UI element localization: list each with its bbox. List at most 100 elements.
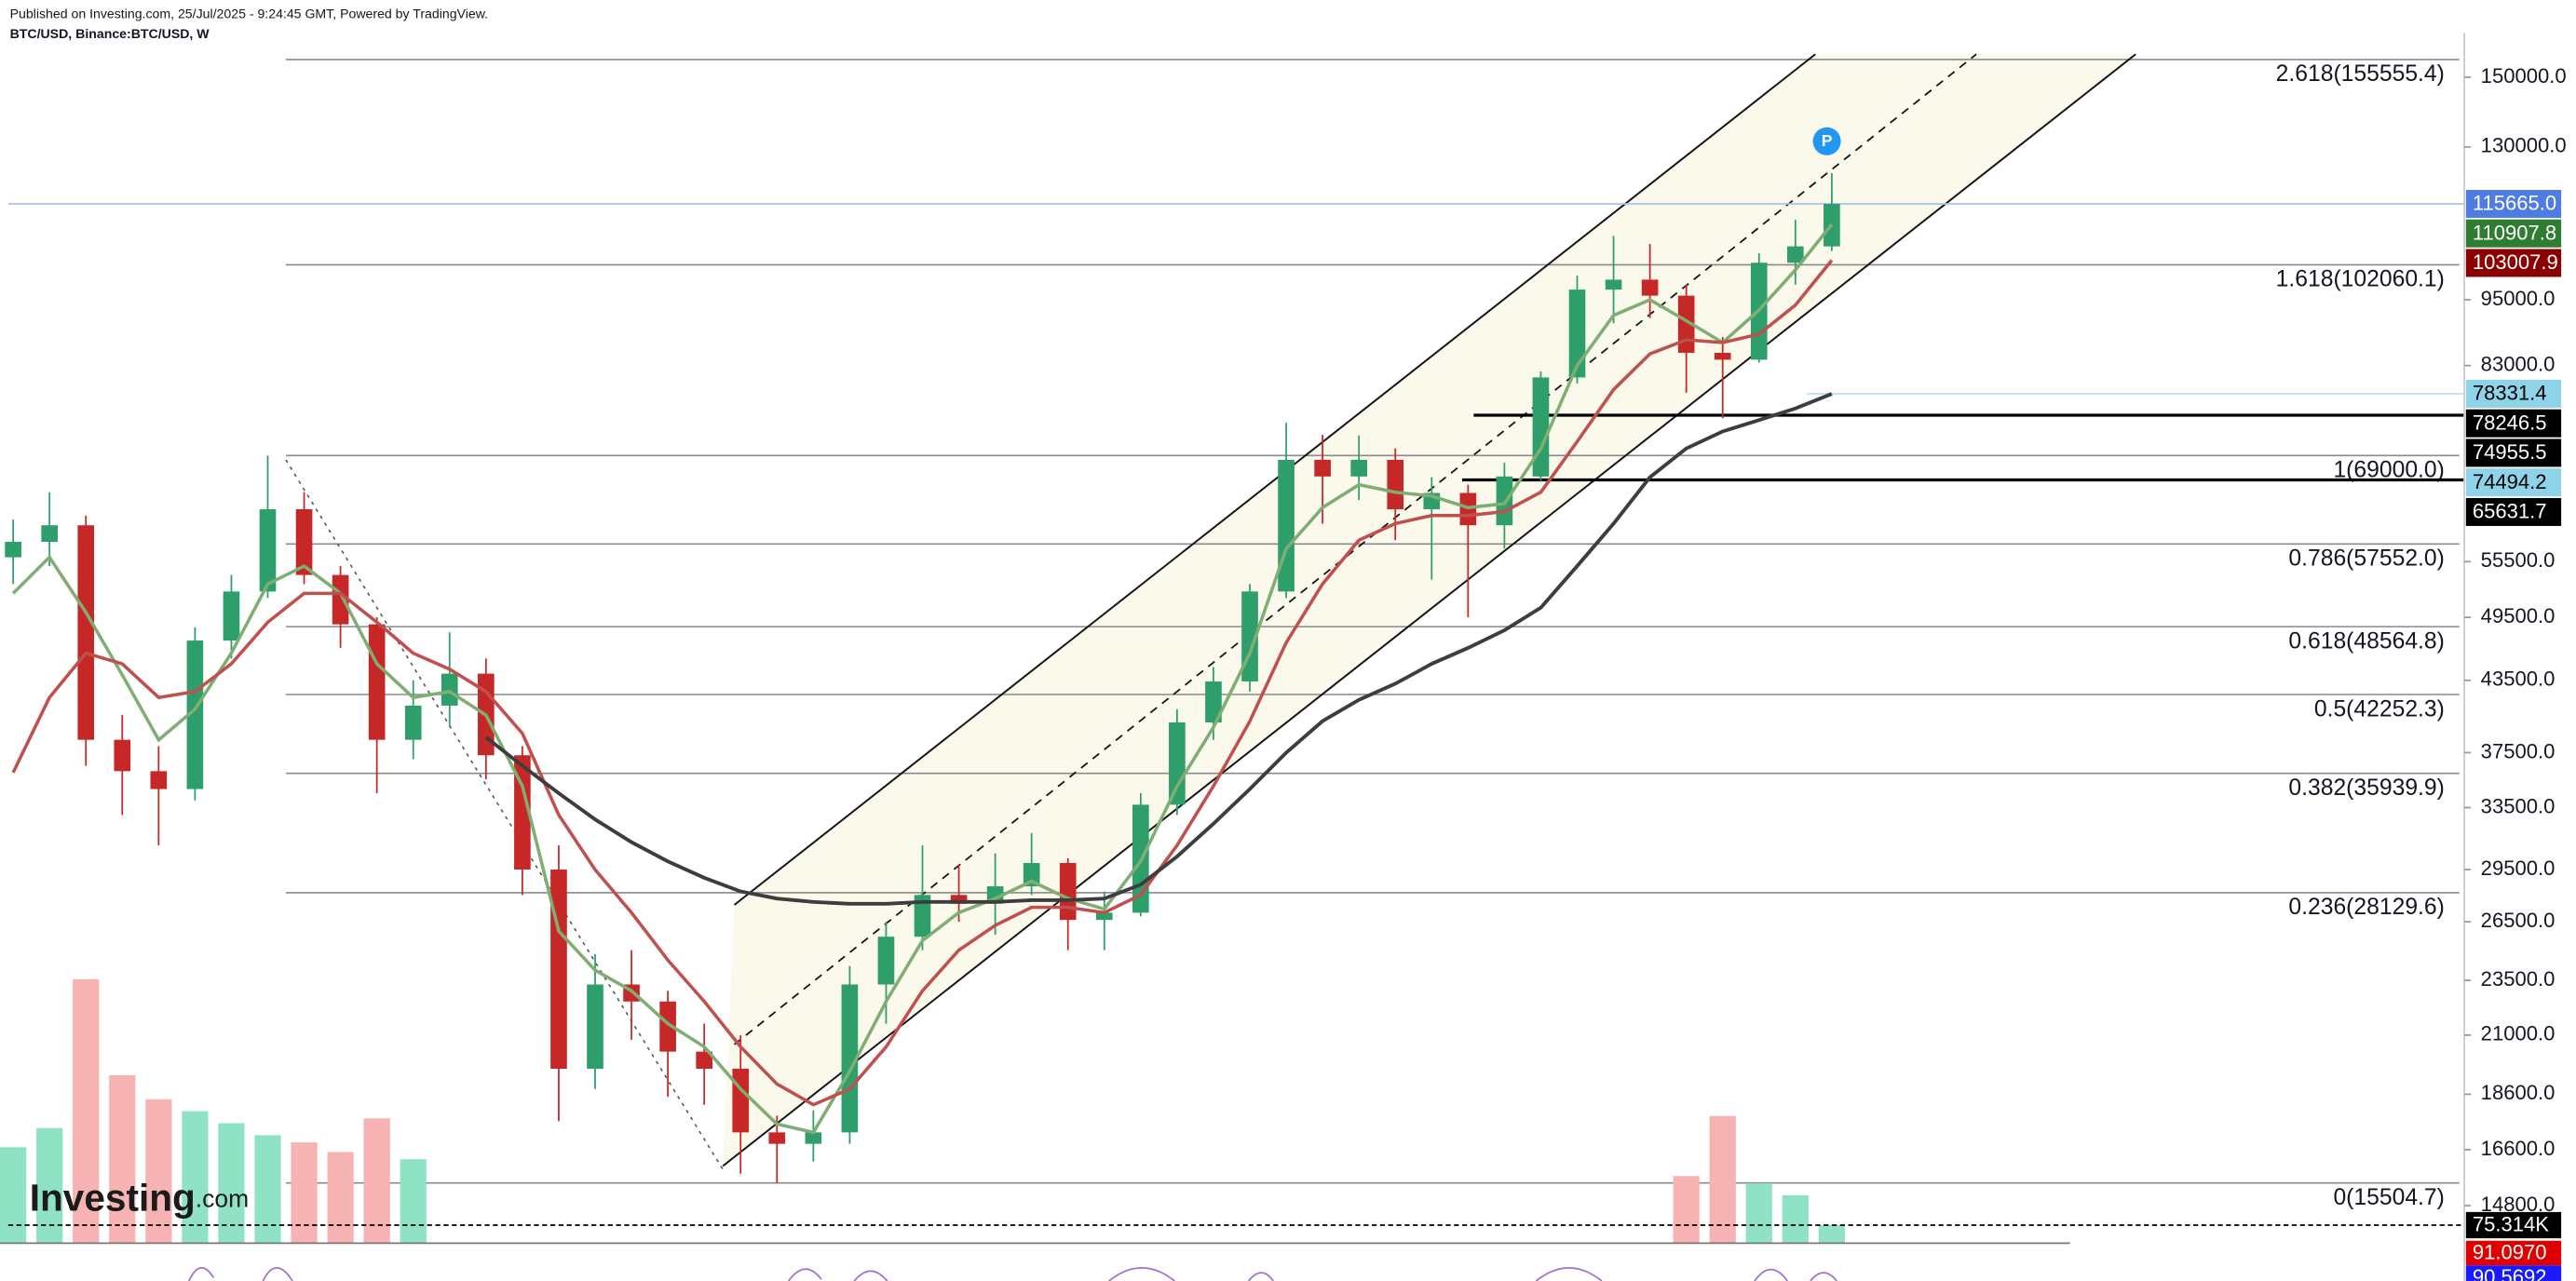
channel-mid [733,53,1977,1045]
volume-bar [36,1127,63,1244]
fib-label: 0.5(42252.3) [2314,696,2445,721]
price-label: 78331.4 [2473,382,2547,405]
volume-label: 75.314K [2473,1213,2549,1236]
price-label-box [2465,249,2562,277]
candle-body [696,1051,712,1069]
candle-body [1350,459,1367,477]
volume-bar [109,1074,136,1244]
price-label: 115665.0 [2473,192,2556,215]
fib-label: 0(15504.7) [2333,1185,2444,1210]
logo-name: Investing [30,1176,196,1219]
logo-suffix: .com [196,1185,249,1213]
volume-bar [327,1152,354,1244]
indicator-squiggle [188,1267,1837,1281]
y-tick-label: 49500.0 [2481,604,2556,627]
y-tick-label: 29500.0 [2481,856,2556,880]
candle-body [1568,290,1586,378]
price-label: 74955.5 [2473,440,2547,464]
candle-body [404,705,422,740]
price-label-box [2465,438,2562,467]
volume-bar [73,978,100,1244]
y-tick-label: 33500.0 [2481,794,2556,817]
volume-bar [182,1111,209,1244]
channel-lower [722,53,2136,1167]
y-tick-label: 21000.0 [2481,1022,2556,1045]
fib-label: 0.786(57552.0) [2288,546,2444,572]
moving-average [11,222,1834,1135]
moving-averages [11,222,1834,1135]
volume-bar [1818,1225,1846,1244]
volume-bar [145,1099,172,1244]
candle-body [1314,459,1331,477]
fib-label: 0.382(35939.9) [2288,775,2444,801]
candle-body [914,895,931,937]
candle-body [1169,721,1186,805]
y-tick-label: 130000.0 [2481,134,2567,157]
fib-label: 0.236(28129.6) [2288,895,2444,920]
price-axis: 150000.0 130000.0 95000.0 83000.0 55500.0 495… [2464,64,2567,1281]
volume-label-box [2465,1211,2562,1239]
logo: Investing.com [30,1176,249,1219]
volume-bar [218,1123,245,1244]
price-label: 74494.2 [2473,470,2547,493]
candle-body [1605,279,1622,290]
y-tick-label: 43500.0 [2481,667,2556,691]
volume-bar [1673,1176,1700,1244]
price-label: 103007.9 [2473,250,2558,274]
channel-upper [733,53,1816,906]
volume-bar [1709,1115,1736,1244]
candle-body [1205,681,1222,722]
volume-bar [1745,1182,1772,1244]
y-tick-label: 150000.0 [2481,64,2567,88]
volume-bar [291,1142,318,1244]
volume [0,978,2465,1244]
published-note: Published on Investing.com, 25/Jul/2025 … [10,7,488,21]
price-label-box [2465,497,2562,526]
candle-body [150,771,168,789]
y-tick-label: 55500.0 [2481,548,2556,572]
candle-body [1641,279,1659,296]
fib-label: 2.618(155555.4) [2276,61,2445,87]
candle-body [77,525,95,740]
y-tick-label: 18600.0 [2481,1081,2556,1104]
price-label-box [2465,189,2562,218]
indicator-label-box [2465,1240,2562,1266]
candle-body [732,1068,750,1133]
price-lines [7,203,2465,482]
candle-body [1787,246,1804,263]
candle-body [950,895,968,904]
candle-body [1278,459,1295,592]
candle-body [259,509,277,592]
fib-label: 0.618(48564.8) [2288,628,2444,654]
candle-body [1023,862,1040,887]
price-label-box [2465,379,2562,408]
y-tick-label: 16600.0 [2481,1137,2556,1160]
candle-body [1387,459,1404,510]
marker-badge [1812,127,1841,155]
candle-body [5,542,21,558]
channel-lines [285,53,2136,1170]
lower-pane [0,1242,2070,1281]
y-tick-label: 95000.0 [2481,287,2556,310]
moving-average [484,392,1833,906]
volume-bar [1782,1194,1809,1244]
price-label-box [2465,409,2562,438]
price-label: 110907.8 [2473,221,2556,244]
volume-bar [363,1118,390,1244]
candle-body [877,937,895,985]
y-tick-label: 14800.0 [2481,1193,2556,1216]
indicator-label-box [2465,1265,2562,1281]
y-tick-label: 37500.0 [2481,739,2556,762]
candle-body [768,1132,786,1144]
volume-bar [0,1147,27,1244]
moving-average [11,259,1834,1107]
candle-body [41,525,58,543]
y-tick-label: 26500.0 [2481,909,2556,932]
candle-body [223,591,240,641]
symbol-label: BTC/USD, Binance:BTC/USD, W [10,26,210,41]
candle-body [332,574,349,625]
candle-body [1095,912,1113,921]
price-label: 65631.7 [2473,500,2547,523]
candle-body [1714,352,1731,360]
y-tick-label: 23500.0 [2481,967,2556,991]
